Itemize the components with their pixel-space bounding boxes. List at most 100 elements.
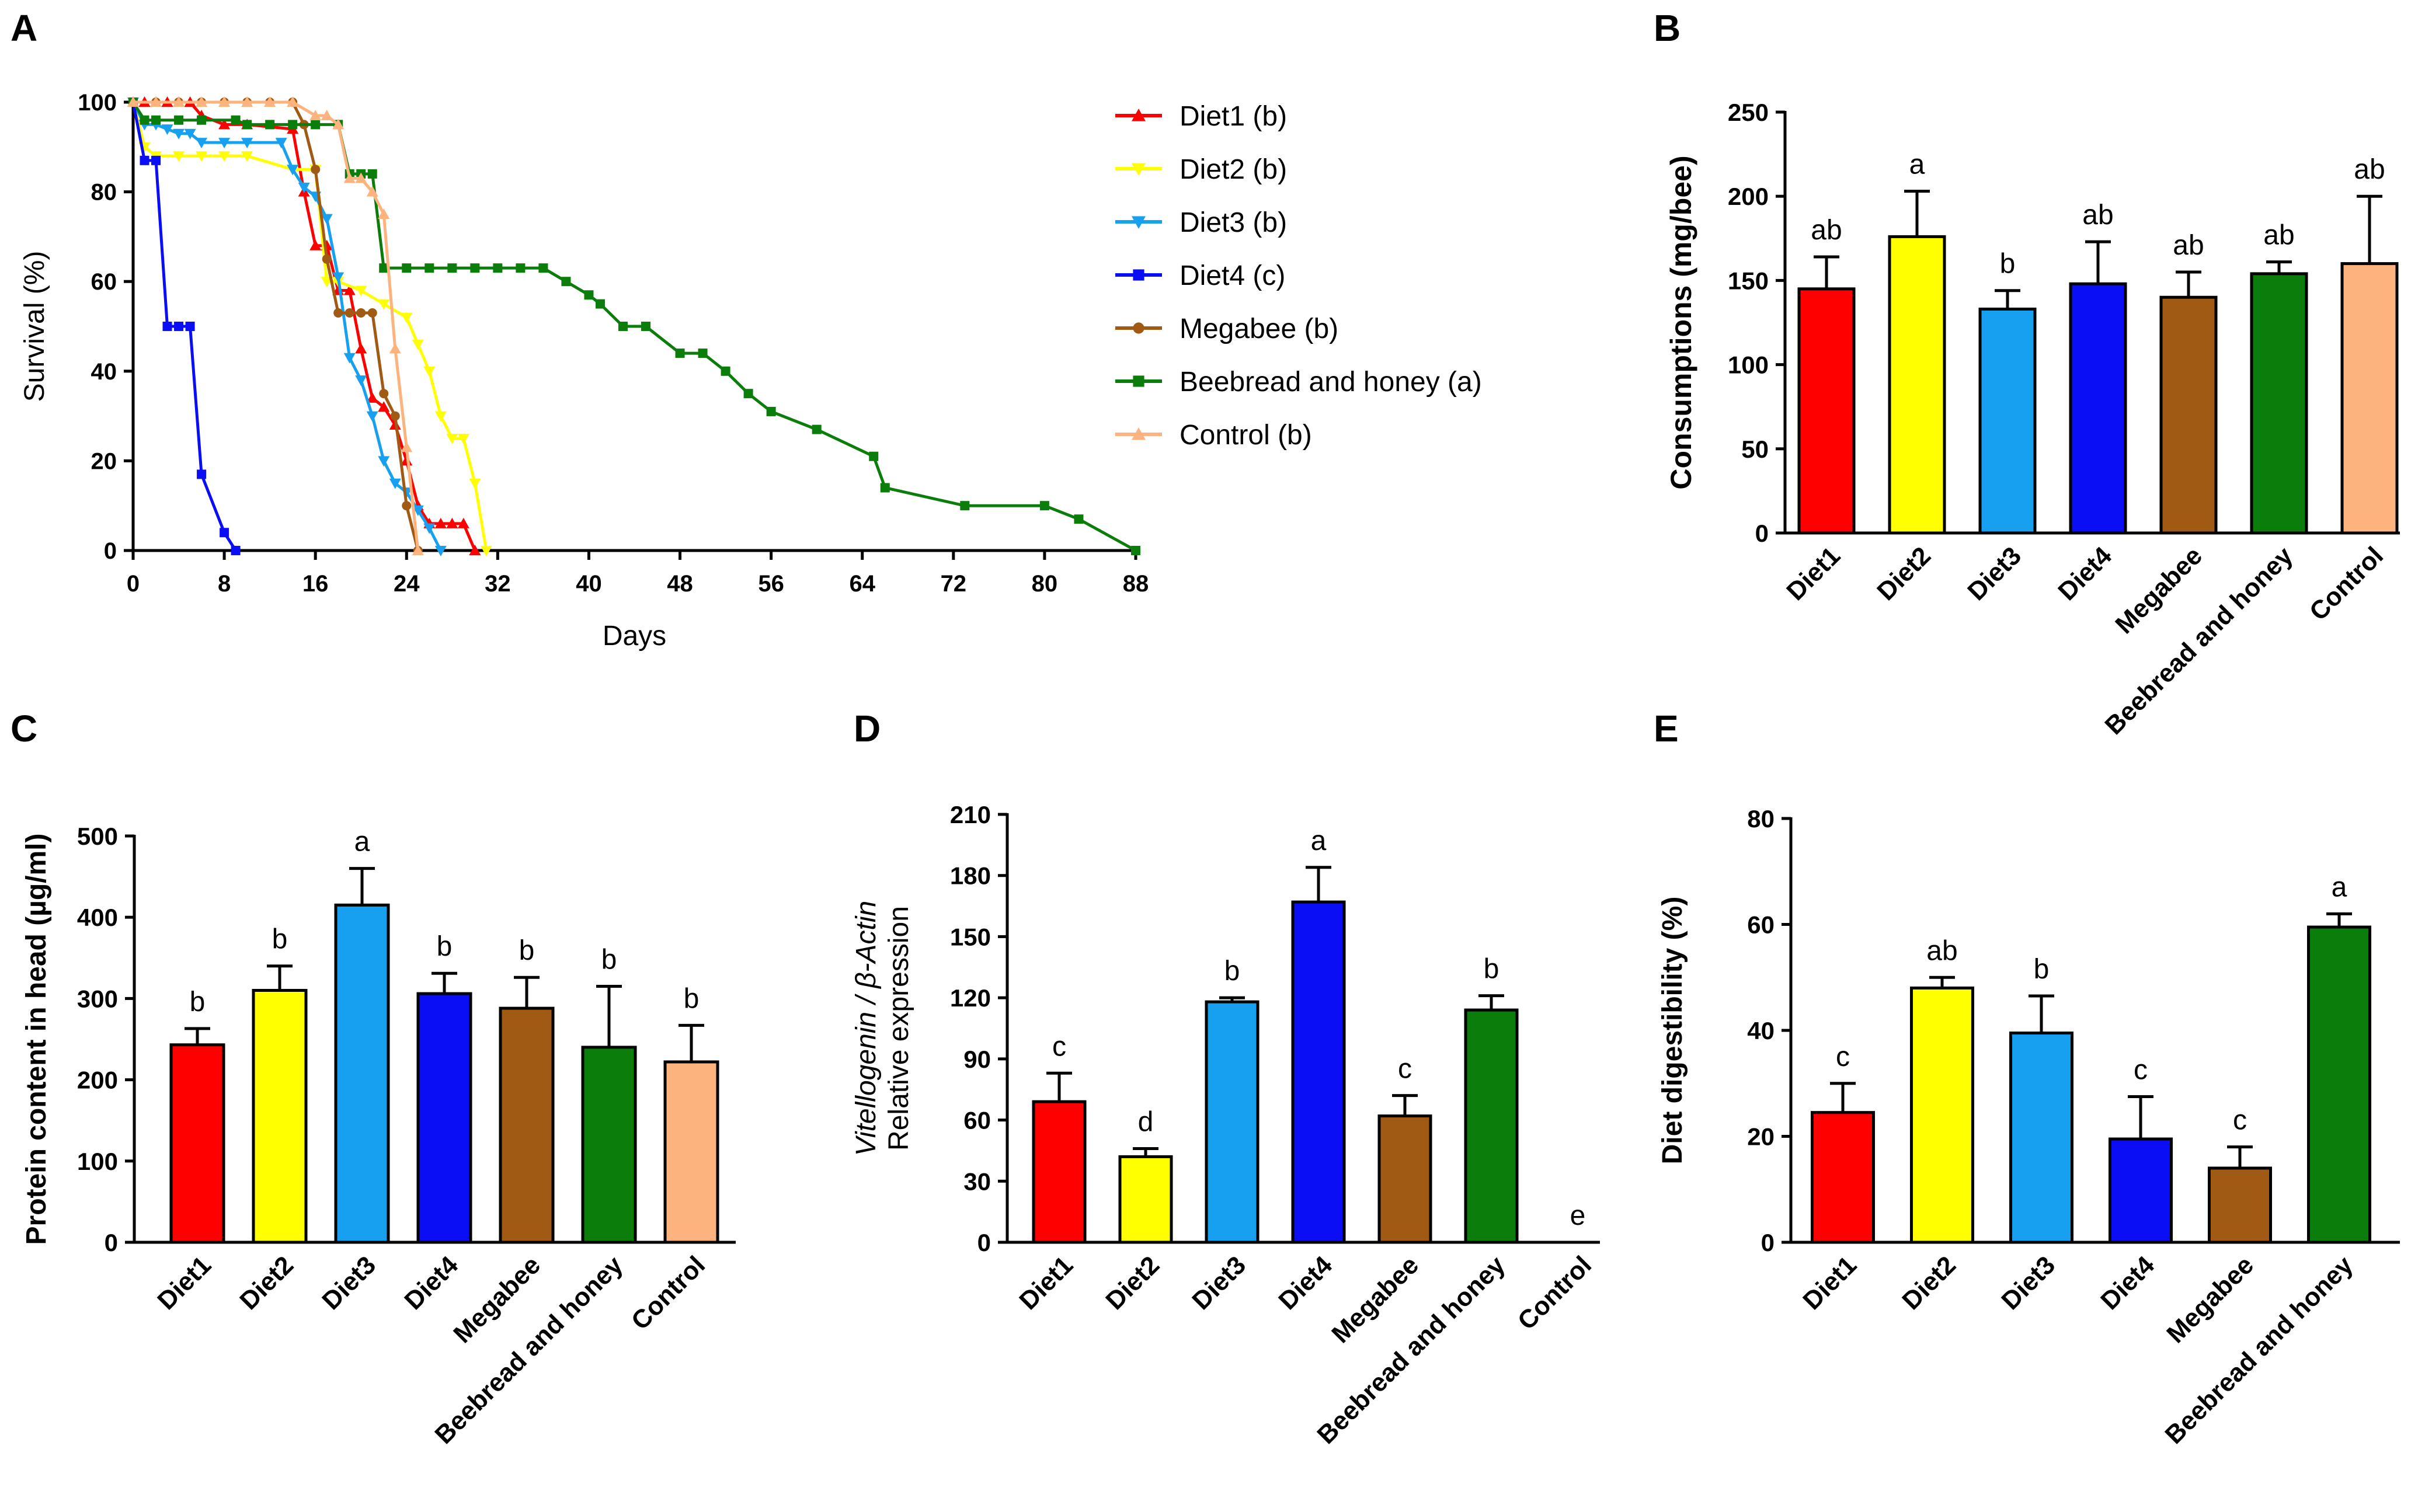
data-point-beebread-and-honey (880, 483, 890, 493)
bar-group-diet2: b Diet2 (234, 924, 308, 1315)
series-line-control (133, 100, 420, 551)
series-beebread-and-honey (128, 97, 1140, 555)
data-point-beebread-and-honey (425, 263, 434, 273)
significance-letter-diet2: a (1909, 149, 1925, 180)
data-point-diet3 (321, 214, 333, 225)
data-point-diet4 (151, 155, 161, 165)
legend-item-diet2: Diet2 (b) (1115, 154, 1287, 185)
y-tick-label: 100 (1728, 351, 1769, 379)
data-point-diet3 (378, 456, 390, 467)
significance-letter-diet2: b (272, 924, 288, 955)
x-tick-label-diet4: Diet4 (2052, 541, 2117, 606)
y-tick-label: 300 (77, 985, 118, 1012)
data-point-beebread-and-honey (265, 120, 275, 130)
bar-group-control: b Control (626, 983, 719, 1336)
data-point-diet2 (218, 151, 231, 162)
legend-item-diet1: Diet1 (b) (1115, 101, 1287, 132)
bar-group-diet3: b Diet3 (1962, 249, 2037, 606)
data-point-control (127, 96, 139, 107)
x-tick-label-diet2: Diet2 (1100, 1250, 1165, 1315)
legend-label-megabee: Megabee (b) (1180, 313, 1338, 344)
x-tick-label-diet1: Diet1 (1781, 541, 1846, 606)
bar-megabee (1377, 1114, 1432, 1244)
y-tick-label: 60 (1747, 911, 1775, 939)
y-tick-label: 150 (1728, 267, 1769, 294)
x-tick-label: 72 (941, 571, 967, 597)
significance-letter-control: e (1570, 1200, 1586, 1231)
data-point-diet2 (446, 434, 458, 444)
x-tick-label: 24 (394, 571, 420, 597)
bar-group-control: e Control (1512, 1200, 1597, 1336)
legend-item-diet4: Diet4 (c) (1115, 260, 1285, 291)
bar-group-diet4: b Diet4 (399, 931, 472, 1315)
data-point-diet2 (196, 151, 208, 162)
significance-letter-control: b (684, 983, 700, 1014)
bar-diet3 (1205, 1000, 1260, 1244)
x-tick-label-diet2: Diet2 (1897, 1250, 1961, 1315)
significance-letter-beebread-and-honey: a (2332, 872, 2347, 903)
y-tick-label: 80 (91, 180, 117, 205)
data-point-diet3 (343, 353, 356, 364)
data-point-beebread-and-honey (538, 263, 548, 273)
data-point-beebread-and-honey (675, 349, 685, 358)
y-tick-label: 100 (77, 1148, 118, 1175)
data-point-beebread-and-honey (641, 322, 651, 331)
x-tick-label-control: Control (1512, 1250, 1597, 1335)
y-axis-title: Consumptions (mg/bee) (1665, 155, 1697, 489)
legend-label-diet4: Diet4 (c) (1180, 260, 1285, 291)
data-point-diet1 (446, 517, 458, 528)
x-tick-label-diet1: Diet1 (1797, 1250, 1862, 1315)
significance-letter-diet3: b (2034, 954, 2050, 985)
bar-diet3 (1978, 307, 2037, 535)
legend-item-diet3: Diet3 (b) (1115, 207, 1287, 238)
bar-diet2 (1888, 235, 1946, 535)
legend-item-beebread-and-honey: Beebread and honey (a) (1115, 367, 1482, 398)
significance-letter-diet4: ab (2082, 200, 2113, 231)
data-point-diet2 (173, 151, 185, 162)
bar-group-diet1: c Diet1 (1014, 1031, 1087, 1315)
bar-beebread-and-honey (581, 1046, 637, 1244)
data-point-diet2 (423, 366, 436, 377)
data-point-diet1 (434, 517, 447, 528)
significance-letter-diet2: ab (1926, 935, 1957, 966)
bar-group-megabee: c Megabee (2161, 1105, 2272, 1349)
data-point-beebread-and-honey (288, 120, 298, 130)
bar-diet4 (2109, 1137, 2173, 1244)
panel-label-e: E (1654, 708, 1679, 750)
y-axis-title: Diet digestibility (%) (1657, 897, 1688, 1165)
data-point-beebread-and-honey (197, 115, 207, 125)
data-point-diet1 (343, 284, 356, 295)
data-point-diet2 (355, 285, 367, 297)
bar-group-diet4: c Diet4 (2095, 1054, 2173, 1315)
data-point-diet3 (434, 546, 447, 556)
data-point-beebread-and-honey (242, 120, 252, 130)
x-tick-label-diet3: Diet3 (316, 1250, 381, 1315)
significance-letter-diet4: a (1311, 825, 1327, 856)
legend-item-megabee: Megabee (b) (1115, 313, 1338, 344)
x-tick-label: 88 (1123, 571, 1149, 597)
significance-letter-megabee: c (1398, 1054, 1412, 1085)
data-point-megabee (390, 411, 400, 421)
data-point-beebread-and-honey (766, 406, 776, 416)
x-tick-label-diet1: Diet1 (1014, 1250, 1078, 1315)
data-point-beebread-and-honey (595, 299, 605, 309)
x-tick-label-megabee: Megabee (2110, 541, 2208, 639)
x-tick-label-diet4: Diet4 (2095, 1250, 2160, 1315)
data-point-diet4 (197, 469, 207, 479)
significance-letter-diet4: c (2134, 1054, 2148, 1085)
y-tick-label: 0 (1761, 1229, 1775, 1256)
y-tick-label: 80 (1747, 805, 1775, 832)
data-point-diet4 (174, 322, 184, 331)
y-tick-label: 90 (963, 1046, 991, 1073)
y-tick-label: 180 (950, 862, 991, 890)
y-tick-label: 0 (1755, 520, 1769, 547)
data-point-diet2 (434, 411, 447, 422)
bar-group-beebread-and-honey: a Beebread and honey (2159, 872, 2371, 1450)
bar-beebread-and-honey (1464, 1008, 1519, 1244)
data-point-beebread-and-honey (1074, 514, 1084, 524)
data-point-control (309, 110, 322, 121)
data-point-beebread-and-honey (151, 115, 161, 125)
y-tick-label: 20 (1747, 1123, 1775, 1151)
bar-group-diet4: ab Diet4 (2052, 200, 2127, 606)
y-tick-label: 0 (105, 1229, 118, 1256)
